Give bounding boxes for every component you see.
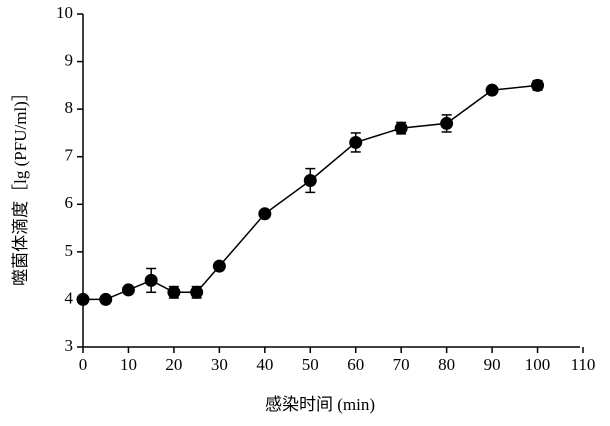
point <box>349 135 363 149</box>
point <box>440 116 454 130</box>
x-tick-label: 40 <box>256 355 273 374</box>
x-tick-label: 70 <box>393 355 410 374</box>
point <box>394 121 408 135</box>
x-tick-label: 0 <box>79 355 88 374</box>
y-tick-label: 6 <box>65 193 74 212</box>
point <box>99 292 113 306</box>
y-tick-label: 5 <box>65 241 74 260</box>
x-tick-label: 60 <box>347 355 364 374</box>
point <box>303 174 317 187</box>
x-tick-label: 80 <box>438 355 455 374</box>
x-tick-label: 50 <box>302 355 319 374</box>
x-tick-label: 110 <box>571 355 596 374</box>
x-tick-label: 100 <box>525 355 551 374</box>
point <box>76 292 90 306</box>
point <box>167 285 181 299</box>
point <box>485 83 499 97</box>
x-tick-label: 20 <box>165 355 182 374</box>
y-tick-label: 7 <box>65 146 74 165</box>
point <box>531 78 545 92</box>
x-tick-label: 90 <box>484 355 501 374</box>
point <box>121 283 135 297</box>
y-tick-label: 9 <box>65 50 74 69</box>
x-tick-label: 30 <box>211 355 228 374</box>
y-tick-label: 8 <box>65 98 74 117</box>
y-axis-label: 噬菌体滴度［lg (PFU/ml)］ <box>11 84 30 286</box>
x-axis-label: 感染时间 (min) <box>265 395 375 414</box>
point <box>144 273 158 287</box>
x-tick-label: 10 <box>120 355 137 374</box>
y-tick-label: 4 <box>65 288 74 307</box>
point <box>258 207 272 221</box>
point <box>190 285 204 299</box>
y-tick-label: 10 <box>56 3 73 22</box>
y-tick-label: 3 <box>65 336 74 355</box>
point <box>212 259 226 273</box>
